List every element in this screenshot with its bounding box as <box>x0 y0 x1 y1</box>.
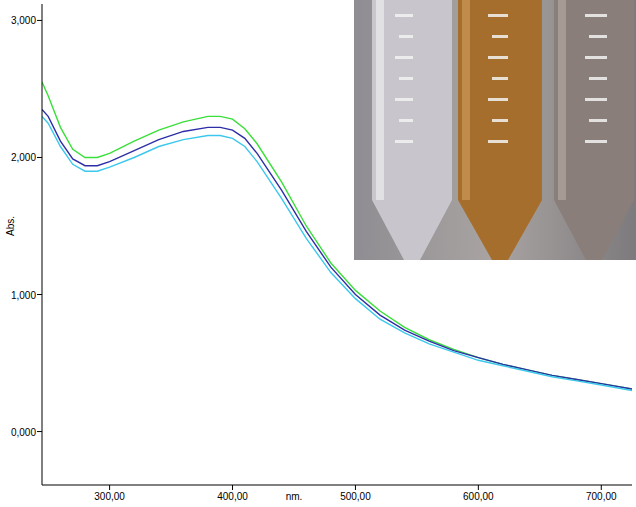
x-tick <box>355 485 356 490</box>
graduation <box>589 77 607 80</box>
tube-highlight <box>558 0 566 200</box>
x-tick-label: 700,00 <box>586 491 617 502</box>
tube <box>372 0 452 260</box>
graduation <box>488 98 508 101</box>
y-axis <box>42 4 43 485</box>
graduation <box>585 14 607 17</box>
chart: 0,000 1,000 2,000 3,000 300,00 400,00 500,00 60… <box>0 0 636 507</box>
y-tick-label: 0,000 <box>11 427 36 438</box>
y-tick <box>37 157 42 158</box>
x-axis <box>42 485 632 486</box>
graduation <box>585 56 607 59</box>
x-tick-label: 300,00 <box>94 491 125 502</box>
graduation <box>399 77 413 80</box>
graduation <box>399 35 413 38</box>
y-tick <box>37 294 42 295</box>
tube-highlight <box>376 0 384 200</box>
graduation <box>488 14 508 17</box>
graduation <box>589 119 607 122</box>
graduation <box>395 56 413 59</box>
tube <box>458 0 542 260</box>
x-tick <box>601 485 602 490</box>
y-tick-label: 1,000 <box>11 290 36 301</box>
y-tick-label: 2,000 <box>11 152 36 163</box>
graduation <box>492 119 508 122</box>
graduation <box>492 35 508 38</box>
tube <box>554 0 634 260</box>
graduation <box>585 98 607 101</box>
graduation <box>488 56 508 59</box>
tube-highlight <box>462 0 470 200</box>
x-tick <box>109 485 110 490</box>
y-tick <box>37 20 42 21</box>
x-tick-label: 600,00 <box>463 491 494 502</box>
graduation <box>399 119 413 122</box>
graduation <box>585 140 607 143</box>
inset-photo <box>354 0 636 260</box>
graduation <box>488 140 508 143</box>
y-axis-title: Abs. <box>5 216 16 236</box>
y-tick-label: 3,000 <box>11 15 36 26</box>
x-tick-label: 500,00 <box>340 491 371 502</box>
x-tick-label: 400,00 <box>217 491 248 502</box>
graduation <box>492 77 508 80</box>
graduation <box>395 98 413 101</box>
graduation <box>589 35 607 38</box>
x-tick <box>232 485 233 490</box>
y-tick <box>37 431 42 432</box>
graduation <box>395 140 413 143</box>
x-tick <box>478 485 479 490</box>
photo-background <box>354 0 636 260</box>
x-axis-title: nm. <box>286 491 303 502</box>
graduation <box>395 14 413 17</box>
